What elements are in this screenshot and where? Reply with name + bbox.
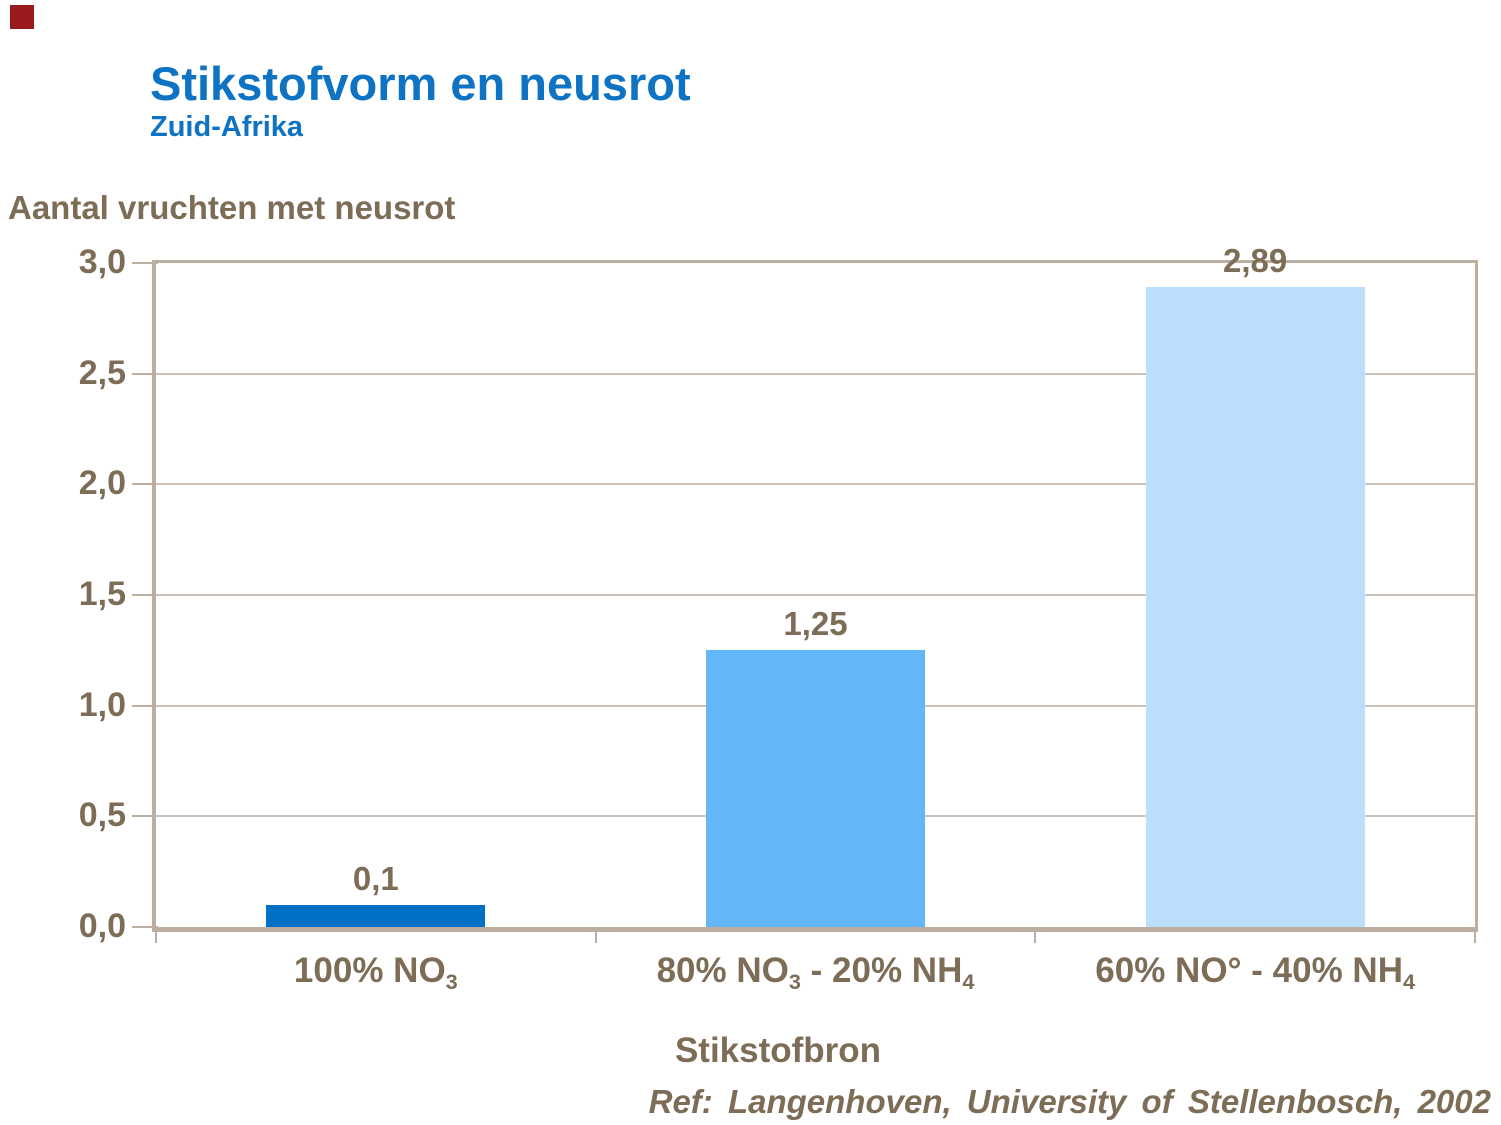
gridline bbox=[156, 483, 1475, 486]
label-text: 60% NO° - 40% NH bbox=[1095, 951, 1403, 990]
x-category-label: 60% NO° - 40% NH4 bbox=[1095, 950, 1416, 994]
y-tick-label: 0,0 bbox=[78, 907, 126, 945]
x-axis-tick bbox=[1474, 930, 1476, 943]
y-axis-tick bbox=[132, 704, 158, 707]
gridline bbox=[156, 372, 1475, 375]
bar bbox=[1145, 287, 1365, 927]
reference-footer: Ref: Langenhoven, University of Stellenb… bbox=[648, 1083, 1491, 1120]
bar bbox=[266, 904, 486, 927]
x-category-label: 80% NO3 - 20% NH4 bbox=[656, 950, 975, 994]
y-axis-tick bbox=[132, 815, 158, 818]
y-tick-label: 2,5 bbox=[78, 353, 126, 392]
slide-title: Stikstofvorm en neusrot bbox=[150, 57, 691, 110]
subscript-text: 4 bbox=[1402, 968, 1416, 994]
y-tick-label: 1,0 bbox=[78, 685, 126, 724]
label-text: 80% NO bbox=[656, 951, 789, 990]
y-tick-label: 0,5 bbox=[78, 796, 126, 835]
brand-square bbox=[10, 5, 34, 29]
bar-value-label: 2,89 bbox=[1223, 242, 1288, 280]
y-axis-tick bbox=[132, 926, 158, 928]
bar-value-label: 1,25 bbox=[783, 605, 848, 643]
y-axis-tick bbox=[132, 372, 158, 375]
x-axis-tick bbox=[155, 930, 157, 943]
x-axis-tick bbox=[1034, 930, 1037, 943]
y-axis-tick bbox=[132, 262, 158, 264]
subscript-text: 3 bbox=[788, 968, 801, 994]
x-axis-title: Stikstofbron bbox=[674, 1031, 882, 1070]
y-tick-label: 3,0 bbox=[78, 243, 126, 281]
x-category-label: 100% NO3 bbox=[293, 950, 458, 994]
subscript-text: 4 bbox=[962, 968, 975, 994]
x-axis-tick bbox=[594, 930, 597, 943]
y-tick-label: 1,5 bbox=[78, 575, 126, 613]
y-axis-title: Aantal vruchten met neusrot bbox=[8, 189, 456, 226]
bar-value-label: 0,1 bbox=[352, 859, 399, 897]
y-axis-tick bbox=[132, 483, 158, 486]
bar bbox=[706, 650, 925, 927]
gridline bbox=[156, 594, 1475, 596]
label-text: 100% NO bbox=[293, 951, 446, 990]
y-tick-label: 2,0 bbox=[78, 464, 126, 503]
y-axis-tick bbox=[132, 594, 158, 596]
slide-subtitle: Zuid-Afrika bbox=[150, 111, 304, 143]
label-text: - 20% NH bbox=[800, 951, 963, 990]
subscript-text: 3 bbox=[445, 968, 458, 994]
